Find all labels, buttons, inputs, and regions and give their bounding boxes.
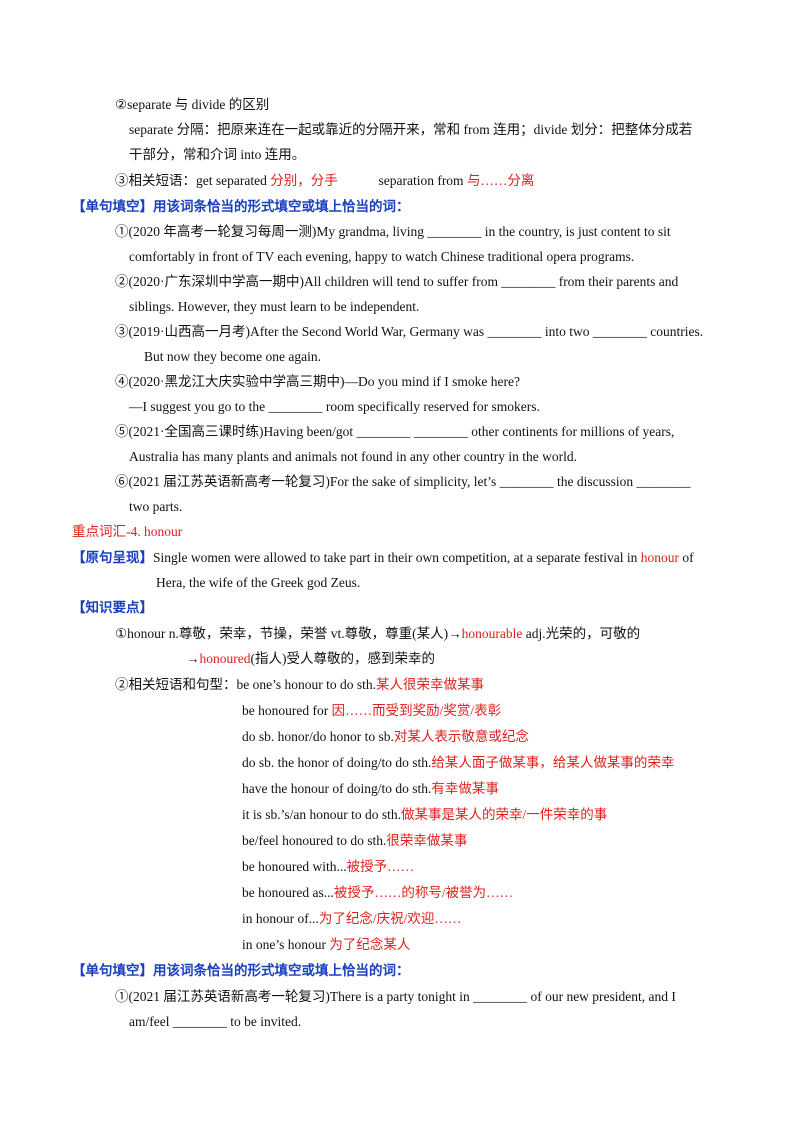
original-sentence-keyword: honour	[640, 550, 679, 565]
phrase-item: be honoured as...被授予……的称号/被誉为……	[242, 883, 513, 903]
phrase-item: be honoured for 因……而受到奖励/奖赏/表彰	[242, 701, 501, 721]
separate-divide-heading: ②separate 与 divide 的区别	[115, 97, 270, 112]
vocab-section-title: 重点词汇-4. honour	[72, 524, 183, 539]
phrase-separation-from: separation from	[378, 173, 467, 188]
phrase-en: do sb. the honor of doing/to do sth.	[242, 755, 432, 770]
phrase-en: be/feel honoured to do sth.	[242, 833, 387, 848]
phrase-item: be honoured with...被授予……	[242, 857, 414, 877]
question-6-line-1: ⑥(2021 届江苏英语新高考一轮复习)For the sake of simp…	[115, 474, 691, 489]
arrow: →	[186, 651, 200, 666]
phrase-en: have the honour of doing/to do sth.	[242, 781, 432, 796]
phrase-en: do sb. honor/do honor to sb.	[242, 729, 394, 744]
phrase-en: be honoured as...	[242, 885, 334, 900]
original-sentence-text-end: of	[678, 550, 694, 565]
phrase-en: it is sb.’s/an honour to do sth.	[242, 807, 402, 822]
exercise-header-2: 【单句填空】用该词条恰当的形式填空或填上恰当的词：	[72, 963, 410, 978]
key-point-2: ②相关短语和句型：be one’s honour to do sth.某人很荣幸…	[115, 675, 484, 695]
phrase-en: in one’s honour	[242, 937, 330, 952]
related-phrases-separate: ③相关短语：get separated 分别，分手 separation fro…	[115, 171, 534, 191]
phrase-en: in honour of...	[242, 911, 319, 926]
question-1-line-2: comfortably in front of TV each evening,…	[129, 249, 635, 264]
question-5-line-1: ⑤(2021·全国高三课时练)Having been/got ________ …	[115, 424, 675, 439]
phrase-zh: 很荣幸做某事	[386, 833, 468, 848]
question-honour-1-line-1: ①(2021 届江苏英语新高考一轮复习)There is a party ton…	[115, 989, 676, 1004]
exercise-header: 【单句填空】用该词条恰当的形式填空或填上恰当的词：	[72, 199, 410, 214]
original-sentence: 【原句呈现】Single women were allowed to take …	[72, 548, 694, 568]
phrase-item: do sb. honor/do honor to sb.对某人表示敬意或纪念	[242, 727, 529, 747]
question-3-line-2: But now they become one again.	[144, 349, 321, 364]
key-point-1-text: ①honour n.尊敬，荣幸，节操，荣誉 vt.尊敬，尊重(某人)→	[115, 626, 462, 641]
phrase-zh: 给某人面子做某事，给某人做某事的荣幸	[431, 755, 675, 770]
phrase-en: be honoured for	[242, 703, 332, 718]
separate-divide-explanation-cont: 干部分，常和介词 into 连用。	[129, 147, 306, 162]
phrase-zh: 因……而受到奖励/奖赏/表彰	[331, 703, 502, 718]
question-2-line-1: ②(2020·广东深圳中学高一期中)All children will tend…	[115, 274, 679, 289]
question-1-line-1: ①(2020 年高考一轮复习每周一测)My grandma, living __…	[115, 224, 671, 239]
question-4-line-1: ④(2020·黑龙江大庆实验中学高三期中)—Do you mind if I s…	[115, 374, 520, 389]
phrase-zh: 做某事是某人的荣幸/一件荣幸的事	[401, 807, 608, 822]
phrase-zh: 对某人表示敬意或纪念	[393, 729, 529, 744]
phrase-zh: 为了纪念/庆祝/欢迎……	[318, 911, 462, 926]
separate-divide-explanation: separate 分隔：把原来连在一起或靠近的分隔开来，常和 from 连用；d…	[129, 122, 693, 137]
key-point-2-meaning: 某人很荣幸做某事	[376, 677, 484, 692]
phrase-zh: 为了纪念某人	[329, 937, 411, 952]
phrase-en: be honoured with...	[242, 859, 347, 874]
phrase-item: it is sb.’s/an honour to do sth.做某事是某人的荣…	[242, 805, 607, 825]
phrase-item: be/feel honoured to do sth.很荣幸做某事	[242, 831, 467, 851]
question-6-line-2: two parts.	[129, 499, 183, 514]
original-sentence-cont: Hera, the wife of the Greek god Zeus.	[156, 575, 361, 590]
question-3-line-1: ③(2019·山西高一月考)After the Second World War…	[115, 324, 704, 339]
original-sentence-text: Single women were allowed to take part i…	[153, 550, 641, 565]
question-5-line-2: Australia has many plants and animals no…	[129, 449, 578, 464]
phrase-get-separated-meaning: 分别，分手	[270, 173, 338, 188]
key-point-1-honoured: honoured	[199, 651, 251, 666]
key-points-label: 【知识要点】	[72, 600, 153, 615]
original-sentence-label: 【原句呈现】	[72, 550, 153, 565]
key-point-1: ①honour n.尊敬，荣幸，节操，荣誉 vt.尊敬，尊重(某人)→honou…	[115, 624, 640, 644]
phrase-zh: 有幸做某事	[431, 781, 499, 796]
phrase-zh: 被授予……	[346, 859, 415, 874]
key-point-1-cont: →honoured(指人)受人尊敬的，感到荣幸的	[186, 649, 435, 669]
question-2-line-2: siblings. However, they must learn to be…	[129, 299, 420, 314]
key-point-1-honourable: honourable	[461, 626, 523, 641]
question-4-line-2: —I suggest you go to the ________ room s…	[129, 399, 540, 414]
key-point-1-honoured-meaning: (指人)受人尊敬的，感到荣幸的	[250, 651, 436, 666]
phrase-item: in one’s honour 为了纪念某人	[242, 935, 410, 955]
key-point-2-text: ②相关短语和句型：be one’s honour to do sth.	[115, 677, 376, 692]
phrase-zh: 被授予……的称号/被誉为……	[333, 885, 514, 900]
phrase-separation-from-meaning: 与……分离	[466, 173, 535, 188]
key-point-1-honourable-meaning: adj.光荣的，可敬的	[522, 626, 641, 641]
phrase-item: in honour of...为了纪念/庆祝/欢迎……	[242, 909, 461, 929]
phrase-item: do sb. the honor of doing/to do sth.给某人面…	[242, 753, 674, 773]
phrase-item: have the honour of doing/to do sth.有幸做某事	[242, 779, 499, 799]
phrase-get-separated: ③相关短语：get separated	[115, 173, 271, 188]
question-honour-1-line-2: am/feel ________ to be invited.	[129, 1014, 302, 1029]
